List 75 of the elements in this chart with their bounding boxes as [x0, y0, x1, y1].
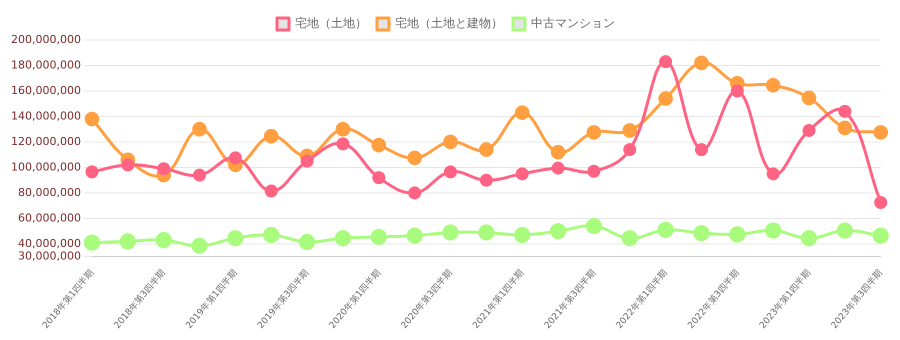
- point: [550, 223, 566, 240]
- point: [408, 186, 422, 200]
- point: [516, 167, 529, 180]
- y-tick-label: 160,000,000: [10, 84, 81, 97]
- point: [694, 56, 709, 70]
- y-tick-label: 30,000,000: [18, 250, 81, 263]
- point: [156, 232, 172, 248]
- point: [766, 78, 780, 93]
- point: [729, 226, 746, 242]
- point: [406, 228, 423, 244]
- y-tick-label: 140,000,000: [10, 109, 81, 122]
- y-tick-label: 40,000,000: [18, 236, 81, 250]
- point: [874, 196, 888, 209]
- point: [264, 184, 278, 198]
- point: [444, 165, 457, 178]
- point: [658, 222, 674, 238]
- point: [872, 228, 889, 244]
- point: [336, 122, 350, 137]
- point: [300, 154, 314, 168]
- point: [765, 222, 782, 239]
- point: [298, 234, 316, 250]
- point: [192, 122, 207, 137]
- point: [802, 90, 816, 106]
- point: [191, 238, 208, 254]
- y-tick-label: 100,000,000: [10, 160, 81, 174]
- point: [264, 128, 279, 144]
- point: [659, 55, 672, 68]
- point: [838, 104, 852, 118]
- point: [120, 233, 136, 250]
- point: [193, 168, 206, 182]
- legend-label: 宅地（土地と建物）: [395, 16, 503, 30]
- point: [802, 124, 816, 137]
- point: [552, 162, 565, 175]
- point: [586, 218, 602, 234]
- point: [157, 162, 170, 176]
- point: [121, 158, 134, 172]
- point: [227, 230, 244, 246]
- point: [550, 144, 566, 160]
- point: [371, 138, 386, 152]
- point: [836, 222, 853, 239]
- point: [694, 143, 708, 156]
- point: [587, 164, 600, 178]
- y-tick-label: 200,000,000: [10, 32, 81, 46]
- y-tick-label: 120,000,000: [10, 134, 81, 148]
- point: [622, 123, 638, 138]
- point: [228, 151, 242, 164]
- point: [84, 234, 100, 251]
- point: [443, 134, 458, 150]
- legend-label: 中古マンション: [531, 16, 615, 30]
- point: [838, 120, 852, 136]
- legend-label: 宅地（土地）: [295, 16, 367, 30]
- point: [514, 226, 530, 244]
- point: [370, 228, 387, 245]
- point: [730, 84, 744, 98]
- point: [479, 142, 494, 157]
- point: [586, 125, 602, 140]
- point: [263, 226, 280, 244]
- point: [334, 230, 352, 246]
- point: [622, 230, 638, 246]
- y-tick-label: 180,000,000: [10, 58, 81, 72]
- y-tick-label: 60,000,000: [18, 211, 81, 224]
- point: [800, 230, 818, 246]
- point: [693, 224, 710, 242]
- point: [623, 143, 636, 156]
- point: [873, 125, 888, 140]
- point: [514, 105, 530, 120]
- point: [372, 171, 386, 184]
- y-tick-label: 80,000,000: [18, 186, 81, 199]
- point: [480, 174, 493, 187]
- point: [478, 224, 494, 241]
- point: [658, 91, 673, 106]
- point: [336, 137, 350, 150]
- point: [442, 224, 459, 241]
- point: [407, 150, 422, 166]
- point: [766, 167, 780, 180]
